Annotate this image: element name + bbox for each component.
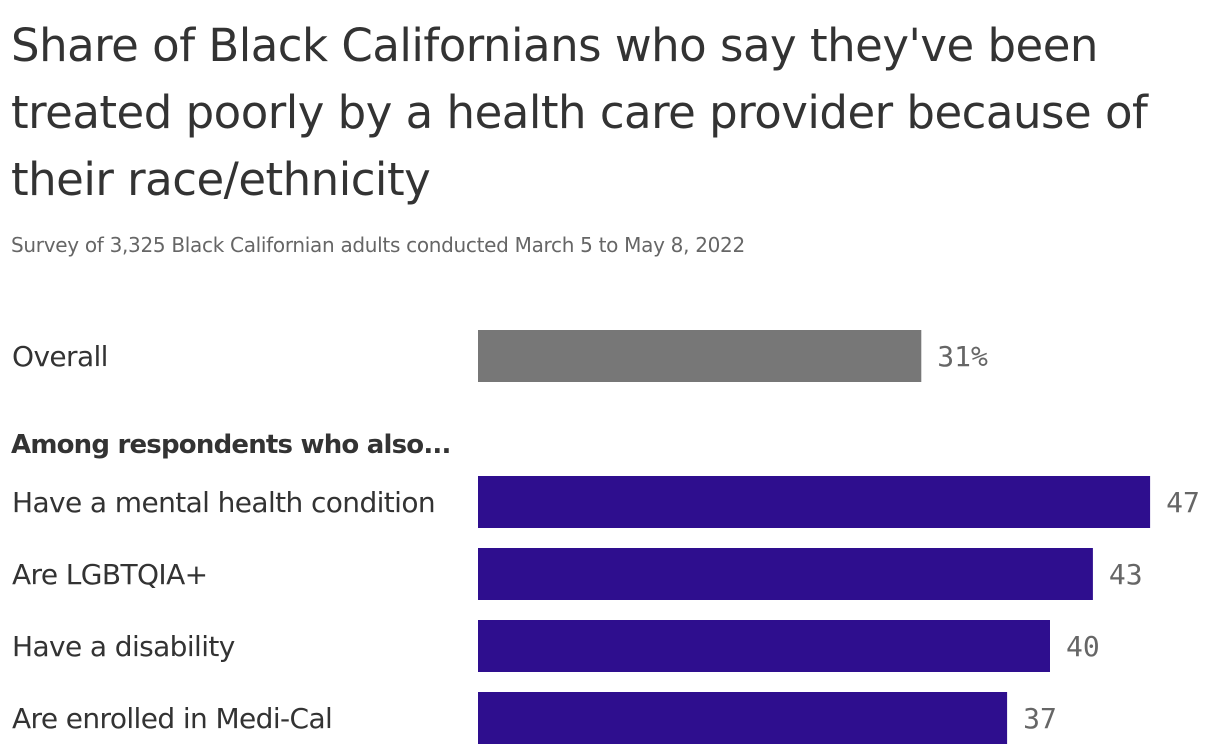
group-heading: Among respondents who also... bbox=[11, 430, 451, 460]
bar bbox=[478, 620, 1050, 672]
category-label: Have a disability bbox=[12, 630, 235, 663]
category-label: Overall bbox=[12, 340, 108, 373]
value-label: 40 bbox=[1066, 630, 1100, 663]
value-label: 43 bbox=[1109, 558, 1143, 591]
value-label: 37 bbox=[1023, 702, 1057, 735]
category-label: Are enrolled in Medi-Cal bbox=[12, 702, 332, 735]
bar bbox=[478, 692, 1008, 744]
bar bbox=[478, 548, 1093, 600]
value-label: 31% bbox=[937, 340, 988, 373]
value-label: 47 bbox=[1166, 486, 1200, 519]
category-label: Have a mental health condition bbox=[12, 486, 435, 519]
bar bbox=[478, 476, 1151, 528]
chart-subtitle: Survey of 3,325 Black Californian adults… bbox=[11, 233, 745, 257]
category-label: Are LGBTQIA+ bbox=[12, 558, 208, 591]
chart-title: Share of Black Californians who say they… bbox=[11, 19, 1148, 206]
bar bbox=[478, 330, 922, 382]
